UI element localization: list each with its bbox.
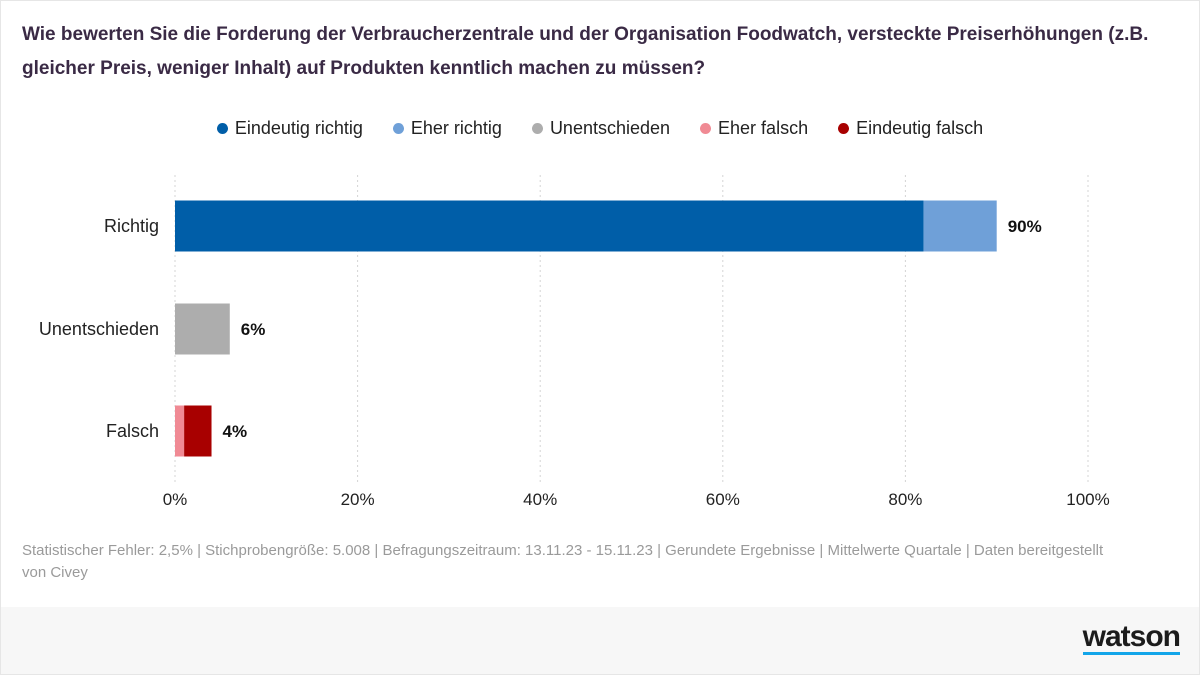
bar-segment — [175, 303, 230, 355]
legend-label: Eher richtig — [410, 118, 502, 138]
x-tick-label: 100% — [1066, 490, 1109, 509]
watson-logo: watson — [1082, 620, 1181, 655]
bar-segment — [184, 405, 212, 457]
bar-segment — [923, 200, 997, 252]
legend-label: Eindeutig richtig — [234, 118, 363, 138]
chart-title: Wie bewerten Sie die Forderung der Verbr… — [22, 24, 1149, 79]
x-tick-label: 80% — [888, 490, 922, 509]
data-label: 6% — [241, 320, 266, 339]
bar-segment — [175, 405, 185, 457]
legend-swatch — [392, 123, 404, 134]
legend-item: Eher richtig — [392, 118, 502, 139]
footnote: Statistischer Fehler: 2,5% | Stichproben… — [22, 542, 1104, 581]
legend-swatch — [216, 123, 228, 134]
legend-swatch — [700, 123, 712, 134]
x-tick-label: 40% — [523, 490, 557, 509]
x-tick-label: 20% — [341, 490, 375, 509]
category-label: Unentschieden — [39, 319, 159, 339]
legend-item: Eindeutig richtig — [216, 118, 363, 139]
data-label: 90% — [1008, 217, 1042, 236]
legend-label: Eindeutig falsch — [856, 118, 984, 138]
legend-label: Unentschieden — [549, 118, 671, 138]
chart-legend: Eindeutig richtig Eher richtig Unentschied… — [0, 118, 1200, 139]
legend-swatch — [838, 123, 850, 134]
x-tick-label: 0% — [163, 490, 188, 509]
legend-swatch — [531, 123, 543, 134]
category-label: Richtig — [104, 216, 159, 236]
category-label: Falsch — [106, 421, 159, 441]
legend-label: Eher falsch — [718, 118, 809, 138]
logo-underline — [1082, 652, 1180, 655]
logo-text: watson — [1082, 620, 1181, 653]
bar-segment — [175, 200, 924, 252]
data-label: 4% — [223, 422, 248, 441]
bar-chart: 0% 20% 40% 60% 80% 100% Richtig Unentschieden Fa… — [39, 175, 1110, 509]
legend-item: Eindeutig falsch — [838, 118, 983, 139]
legend-item: Eher falsch — [700, 118, 808, 139]
x-tick-label: 60% — [706, 490, 740, 509]
footer-band — [1, 607, 1199, 674]
legend-item: Unentschieden — [531, 118, 671, 139]
